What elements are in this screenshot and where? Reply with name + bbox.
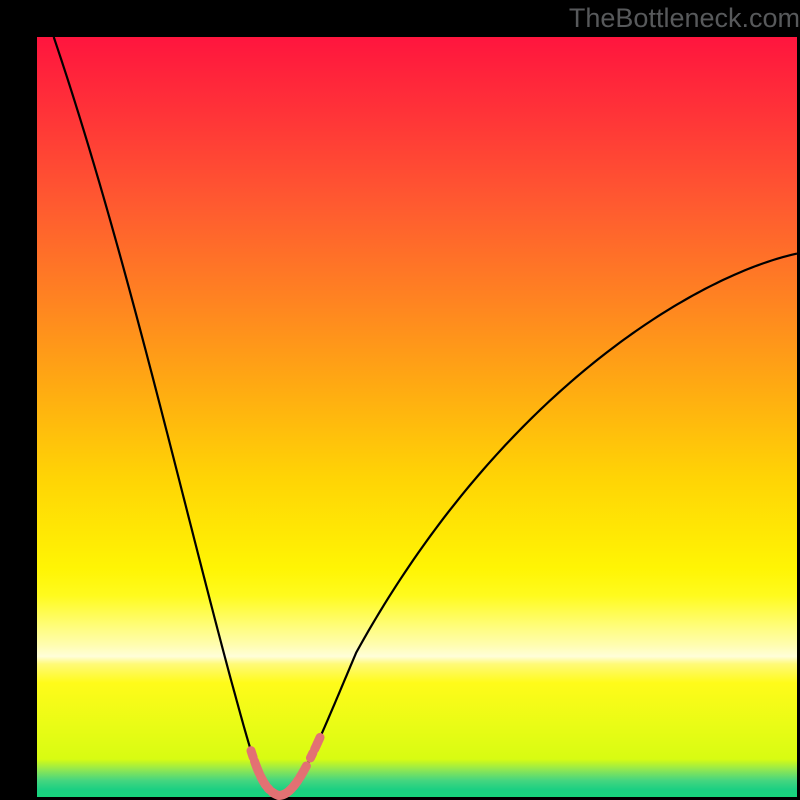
chart-root: TheBottleneck.com: [0, 0, 800, 800]
watermark-text: TheBottleneck.com: [569, 3, 800, 34]
plot-gradient-background: [37, 37, 797, 797]
